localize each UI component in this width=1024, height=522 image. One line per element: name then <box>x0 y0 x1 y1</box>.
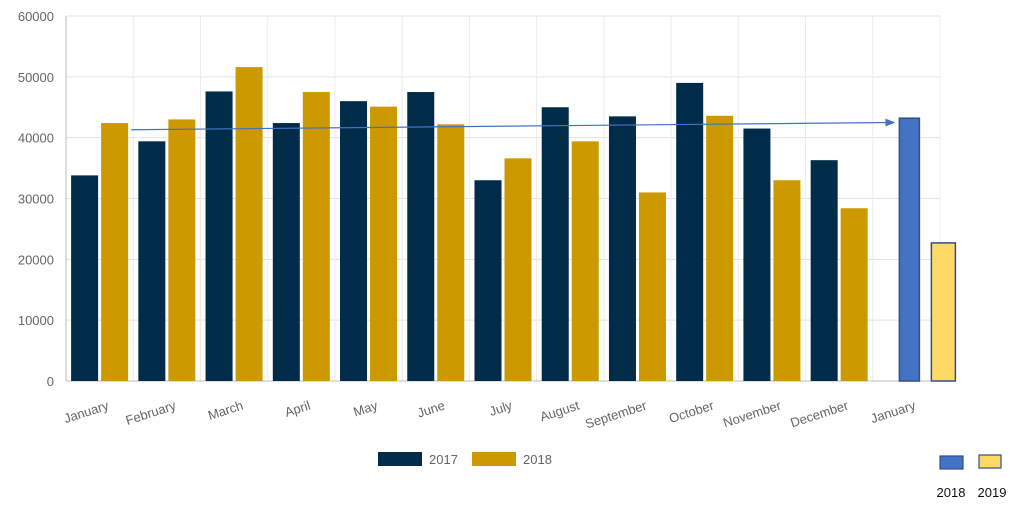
bar-2018-may <box>370 106 398 382</box>
side-legend: 2018 2019 <box>937 454 1007 500</box>
legend: 2017 2018 <box>378 452 552 467</box>
bar-2017-august <box>541 107 569 381</box>
bars <box>71 67 957 382</box>
x-tick-label: October <box>667 397 716 426</box>
bar-2017-july <box>474 180 502 381</box>
bar-2018-june <box>437 124 465 382</box>
bar-2018-november <box>773 180 801 381</box>
x-tick-label: April <box>283 398 312 420</box>
bar-2017-march <box>205 91 233 381</box>
legend-label-2017: 2017 <box>429 452 458 467</box>
x-tick-label: September <box>583 397 649 431</box>
y-tick-label: 0 <box>47 374 54 389</box>
extra-bar-2018 <box>898 117 921 382</box>
y-axis-ticks: 0 10000 20000 30000 40000 50000 60000 <box>18 9 54 389</box>
trend-arrow <box>131 118 896 131</box>
y-tick-label: 10000 <box>18 313 54 328</box>
bar-2018-december <box>840 208 868 381</box>
side-legend-swatch-2018 <box>939 455 964 470</box>
y-tick-label: 50000 <box>18 70 54 85</box>
bar-2018-july <box>504 158 532 381</box>
x-tick-label: March <box>206 398 245 423</box>
side-legend-swatch-2019 <box>978 454 1002 469</box>
legend-label-2018: 2018 <box>523 452 552 467</box>
side-legend-label-2018: 2018 <box>937 485 966 500</box>
side-legend-label-2019: 2019 <box>978 485 1007 500</box>
bar-2018-march <box>235 67 263 381</box>
y-tick-label: 40000 <box>18 131 54 146</box>
x-axis-ticks: January February March April May June July Augu… <box>62 397 918 431</box>
x-tick-label: February <box>124 397 179 427</box>
bar-2017-january <box>71 175 99 381</box>
trend-arrow-line <box>131 118 896 131</box>
bar-2017-april <box>272 123 300 382</box>
grid <box>65 15 941 382</box>
x-tick-label: January <box>869 397 918 426</box>
bar-2017-may <box>340 101 368 382</box>
x-tick-label: December <box>788 397 850 430</box>
bar-2018-october <box>706 115 734 382</box>
x-tick-label: June <box>415 398 446 421</box>
legend-swatch-2018 <box>472 452 516 466</box>
x-tick-label: January <box>62 397 111 426</box>
bar-2018-february <box>168 119 196 382</box>
x-tick-label: July <box>487 397 514 419</box>
x-tick-label: August <box>538 397 581 424</box>
bar-2018-january <box>101 123 129 382</box>
y-tick-label: 30000 <box>18 192 54 207</box>
bar-2017-october <box>676 82 704 382</box>
bar-2017-november <box>743 128 771 381</box>
extra-bar-2019 <box>930 242 957 382</box>
y-tick-label: 60000 <box>18 9 54 24</box>
x-tick-label: May <box>351 397 379 419</box>
bar-2017-september <box>608 116 636 381</box>
y-tick-label: 20000 <box>18 252 54 267</box>
x-tick-label: November <box>721 397 783 430</box>
bar-2018-september <box>638 192 666 381</box>
bar-2017-june <box>407 92 435 382</box>
bar-2018-august <box>571 141 599 381</box>
bar-2018-april <box>302 92 330 382</box>
bar-2017-february <box>138 141 166 381</box>
legend-swatch-2017 <box>378 452 422 466</box>
bar-2017-december <box>810 160 838 381</box>
